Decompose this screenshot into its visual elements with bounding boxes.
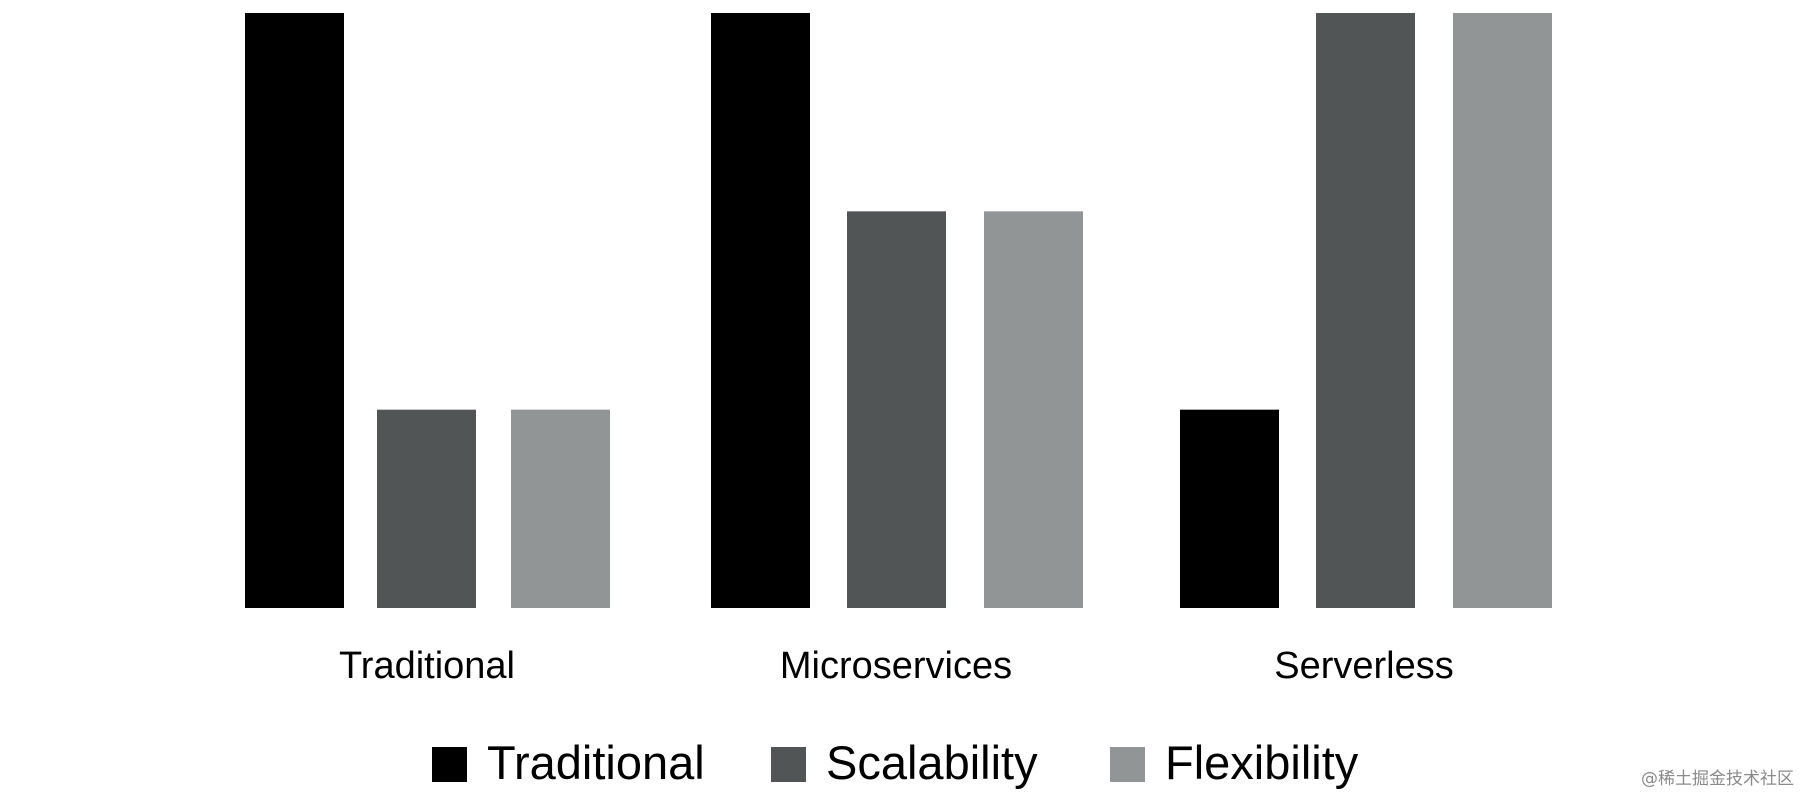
bar-serverless-traditional bbox=[1180, 409, 1279, 608]
legend-swatch-traditional bbox=[432, 747, 467, 782]
bar-traditional-flexibility bbox=[511, 409, 610, 608]
category-labels: Traditional Microservices Serverless bbox=[339, 645, 1454, 687]
category-label-serverless: Serverless bbox=[1274, 645, 1454, 687]
legend-label-flexibility: Flexibility bbox=[1165, 736, 1359, 789]
legend-label-scalability: Scalability bbox=[826, 736, 1038, 789]
category-label-microservices: Microservices bbox=[780, 645, 1012, 687]
bar-serverless-flexibility bbox=[1453, 13, 1552, 608]
watermark: @稀土掘金技术社区 bbox=[1641, 769, 1794, 789]
legend-swatch-flexibility bbox=[1110, 747, 1145, 782]
category-label-traditional: Traditional bbox=[339, 645, 515, 687]
legend-swatch-scalability bbox=[771, 747, 806, 782]
bar-microservices-scalability bbox=[847, 211, 946, 609]
bar-serverless-scalability bbox=[1316, 13, 1415, 608]
bar-traditional-scalability bbox=[377, 409, 476, 608]
legend-label-traditional: Traditional bbox=[487, 736, 705, 789]
legend: Traditional Scalability Flexibility bbox=[432, 736, 1359, 789]
bar-microservices-flexibility bbox=[984, 211, 1083, 609]
bars-group bbox=[245, 13, 1552, 609]
bar-microservices-traditional bbox=[711, 13, 810, 608]
bar-traditional-traditional bbox=[245, 13, 344, 608]
